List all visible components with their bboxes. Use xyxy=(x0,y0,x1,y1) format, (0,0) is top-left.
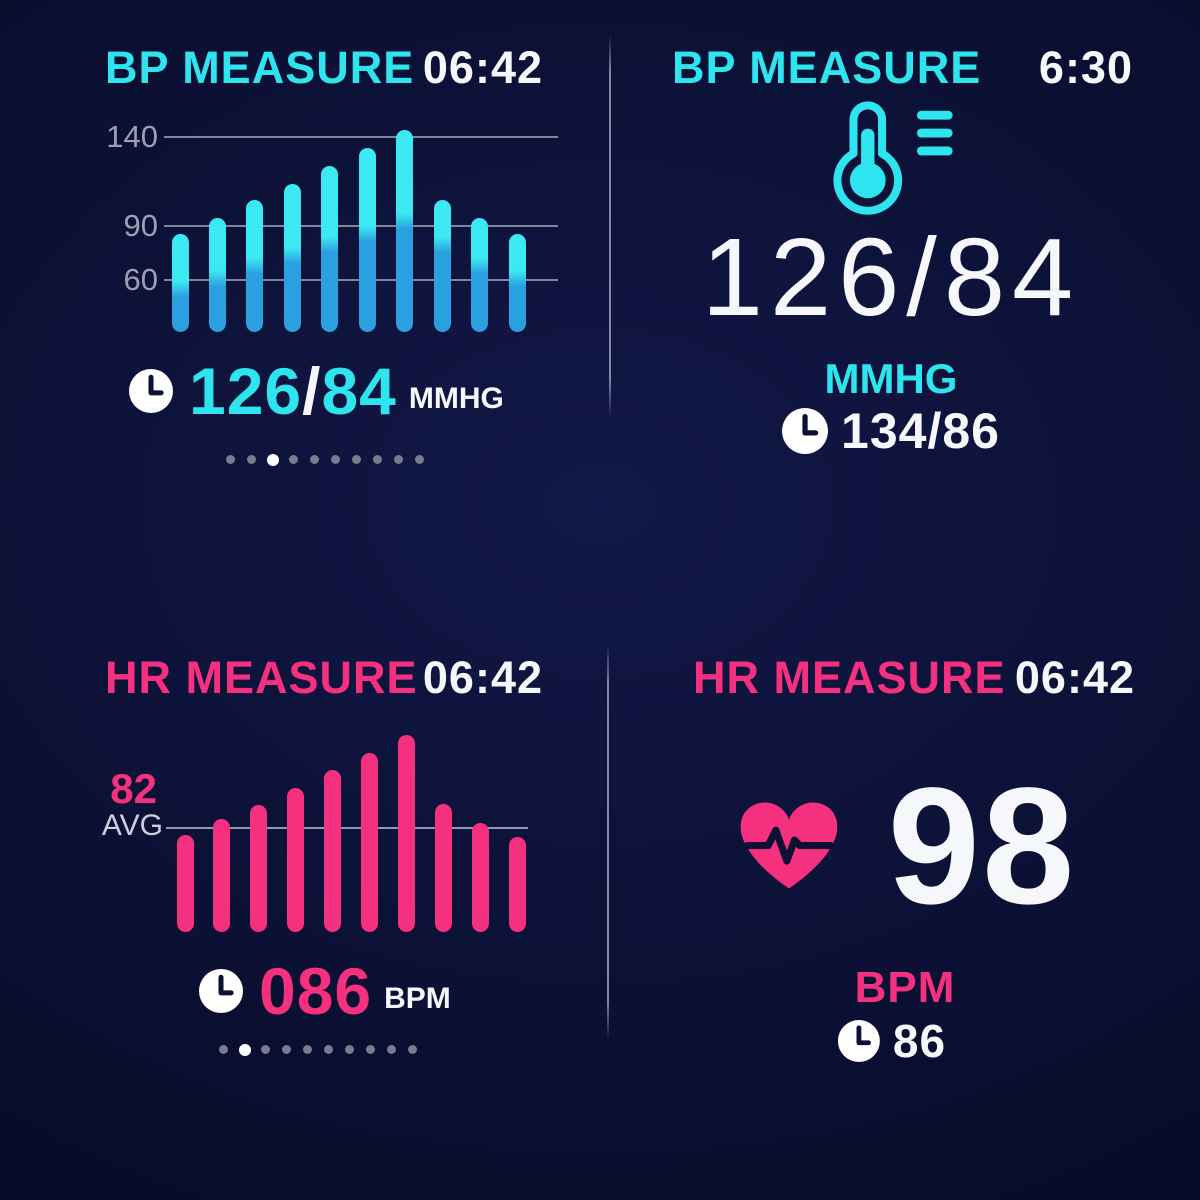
hr-bar xyxy=(324,770,342,933)
bp-previous-reading: 134/86 xyxy=(782,406,1000,456)
diastolic-value: 84 xyxy=(321,354,397,428)
page-dot[interactable] xyxy=(303,1045,312,1054)
page-dot[interactable] xyxy=(247,455,256,464)
hr-value: 98 xyxy=(887,754,1077,939)
clock-icon xyxy=(782,408,829,454)
page-dot[interactable] xyxy=(415,455,424,464)
clock-icon xyxy=(129,369,173,413)
panel-time: 6:30 xyxy=(1038,42,1133,93)
hr-bar xyxy=(508,836,526,933)
page-dot[interactable] xyxy=(219,1045,228,1054)
bp-bar xyxy=(321,165,339,332)
hr-current-reading: 086 BPM xyxy=(199,954,451,1028)
bp-current-reading: 126 / 84 MMHG xyxy=(129,354,504,428)
panel-header: HR MEASURE 06:42 xyxy=(693,652,1135,703)
page-indicator xyxy=(226,453,424,466)
panel-time: 06:42 xyxy=(1014,652,1135,703)
systolic-value: 126 xyxy=(189,354,303,428)
bp-bar xyxy=(508,233,526,332)
panel-bp-reading: BP MEASURE 6:30 126/84 MMHG 134/86 xyxy=(610,0,1200,600)
page-dot[interactable] xyxy=(310,455,319,464)
slash-separator: / xyxy=(302,354,322,428)
hr-bar xyxy=(176,835,194,932)
bp-value: 126/84 xyxy=(701,216,1081,339)
hr-bar xyxy=(471,822,489,933)
vertical-divider xyxy=(609,34,611,418)
page-dot[interactable] xyxy=(366,1045,375,1054)
bp-bar xyxy=(246,199,264,332)
bp-bar xyxy=(471,217,489,332)
page-dot[interactable] xyxy=(408,1045,417,1054)
bp-bar xyxy=(283,183,301,332)
page-dot[interactable] xyxy=(387,1045,396,1054)
panel-title: HR MEASURE xyxy=(105,652,418,703)
ytick-label: 140 xyxy=(106,119,158,155)
bp-bar xyxy=(396,130,414,332)
panel-title: BP MEASURE xyxy=(672,42,982,93)
hr-previous-reading: 86 xyxy=(837,1015,947,1067)
ytick-label: 90 xyxy=(123,208,158,244)
panel-title: BP MEASURE xyxy=(105,42,415,93)
hr-bar xyxy=(434,803,452,932)
hr-bar xyxy=(360,752,378,933)
panel-header: BP MEASURE 06:42 xyxy=(105,42,543,93)
panel-title: HR MEASURE xyxy=(693,652,1006,703)
page-dot[interactable] xyxy=(261,1045,270,1054)
hr-average-line xyxy=(166,827,528,829)
panel-hr-reading: HR MEASURE 06:42 98 BPM 86 xyxy=(610,600,1200,1200)
hr-value: 086 xyxy=(259,954,373,1028)
reading-unit: MMHG xyxy=(408,382,504,415)
hr-bar xyxy=(250,805,268,933)
page-dot[interactable] xyxy=(226,455,235,464)
reading-unit: BPM xyxy=(384,982,451,1015)
page-dot[interactable] xyxy=(289,455,298,464)
page-dot[interactable] xyxy=(345,1045,354,1054)
hr-bar xyxy=(287,787,305,933)
hr-hero-row: 98 xyxy=(610,754,1200,939)
hr-bar xyxy=(397,735,415,933)
page-dot[interactable] xyxy=(373,455,382,464)
previous-value: 134/86 xyxy=(841,403,1000,459)
bp-bar xyxy=(208,217,226,332)
hr-average-value: 82 xyxy=(110,765,157,812)
page-dot[interactable] xyxy=(282,1045,291,1054)
ytick-label: 60 xyxy=(123,262,158,297)
bp-bar xyxy=(358,147,376,332)
clock-icon xyxy=(199,969,243,1013)
page-dot-active[interactable] xyxy=(266,453,279,466)
hr-unit: BPM xyxy=(854,963,956,1012)
page-dot[interactable] xyxy=(352,455,361,464)
bp-unit: MMHG xyxy=(824,355,958,402)
heart-pulse-icon xyxy=(734,794,844,900)
page-dot[interactable] xyxy=(394,455,403,464)
page-dot[interactable] xyxy=(324,1045,333,1054)
previous-value: 86 xyxy=(892,1015,947,1067)
panel-time: 06:42 xyxy=(422,652,543,703)
page-indicator xyxy=(219,1043,417,1056)
hr-bar xyxy=(213,819,231,933)
panel-header: BP MEASURE 6:30 xyxy=(672,42,1133,93)
panel-hr-chart: HR MEASURE 06:42 82 AVG 086 BPM xyxy=(0,600,610,1200)
hr-average-label: AVG xyxy=(101,809,163,842)
panel-header: HR MEASURE 06:42 xyxy=(105,652,543,703)
page-dot-active[interactable] xyxy=(238,1043,251,1056)
bp-bar xyxy=(433,199,451,332)
panel-time: 06:42 xyxy=(422,42,543,93)
gridline-140 xyxy=(164,136,558,139)
clock-icon xyxy=(837,1020,880,1062)
bp-monitor-icon xyxy=(824,98,958,224)
panel-bp-chart: BP MEASURE 06:42 140 90 60 126 / 84 MMHG xyxy=(0,0,610,600)
vertical-divider xyxy=(607,644,609,1040)
page-dot[interactable] xyxy=(331,455,340,464)
bp-bar xyxy=(171,233,189,332)
